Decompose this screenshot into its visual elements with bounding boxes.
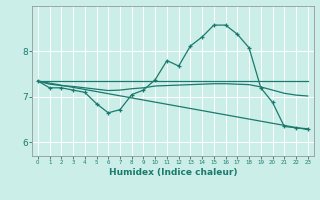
X-axis label: Humidex (Indice chaleur): Humidex (Indice chaleur) [108, 168, 237, 177]
